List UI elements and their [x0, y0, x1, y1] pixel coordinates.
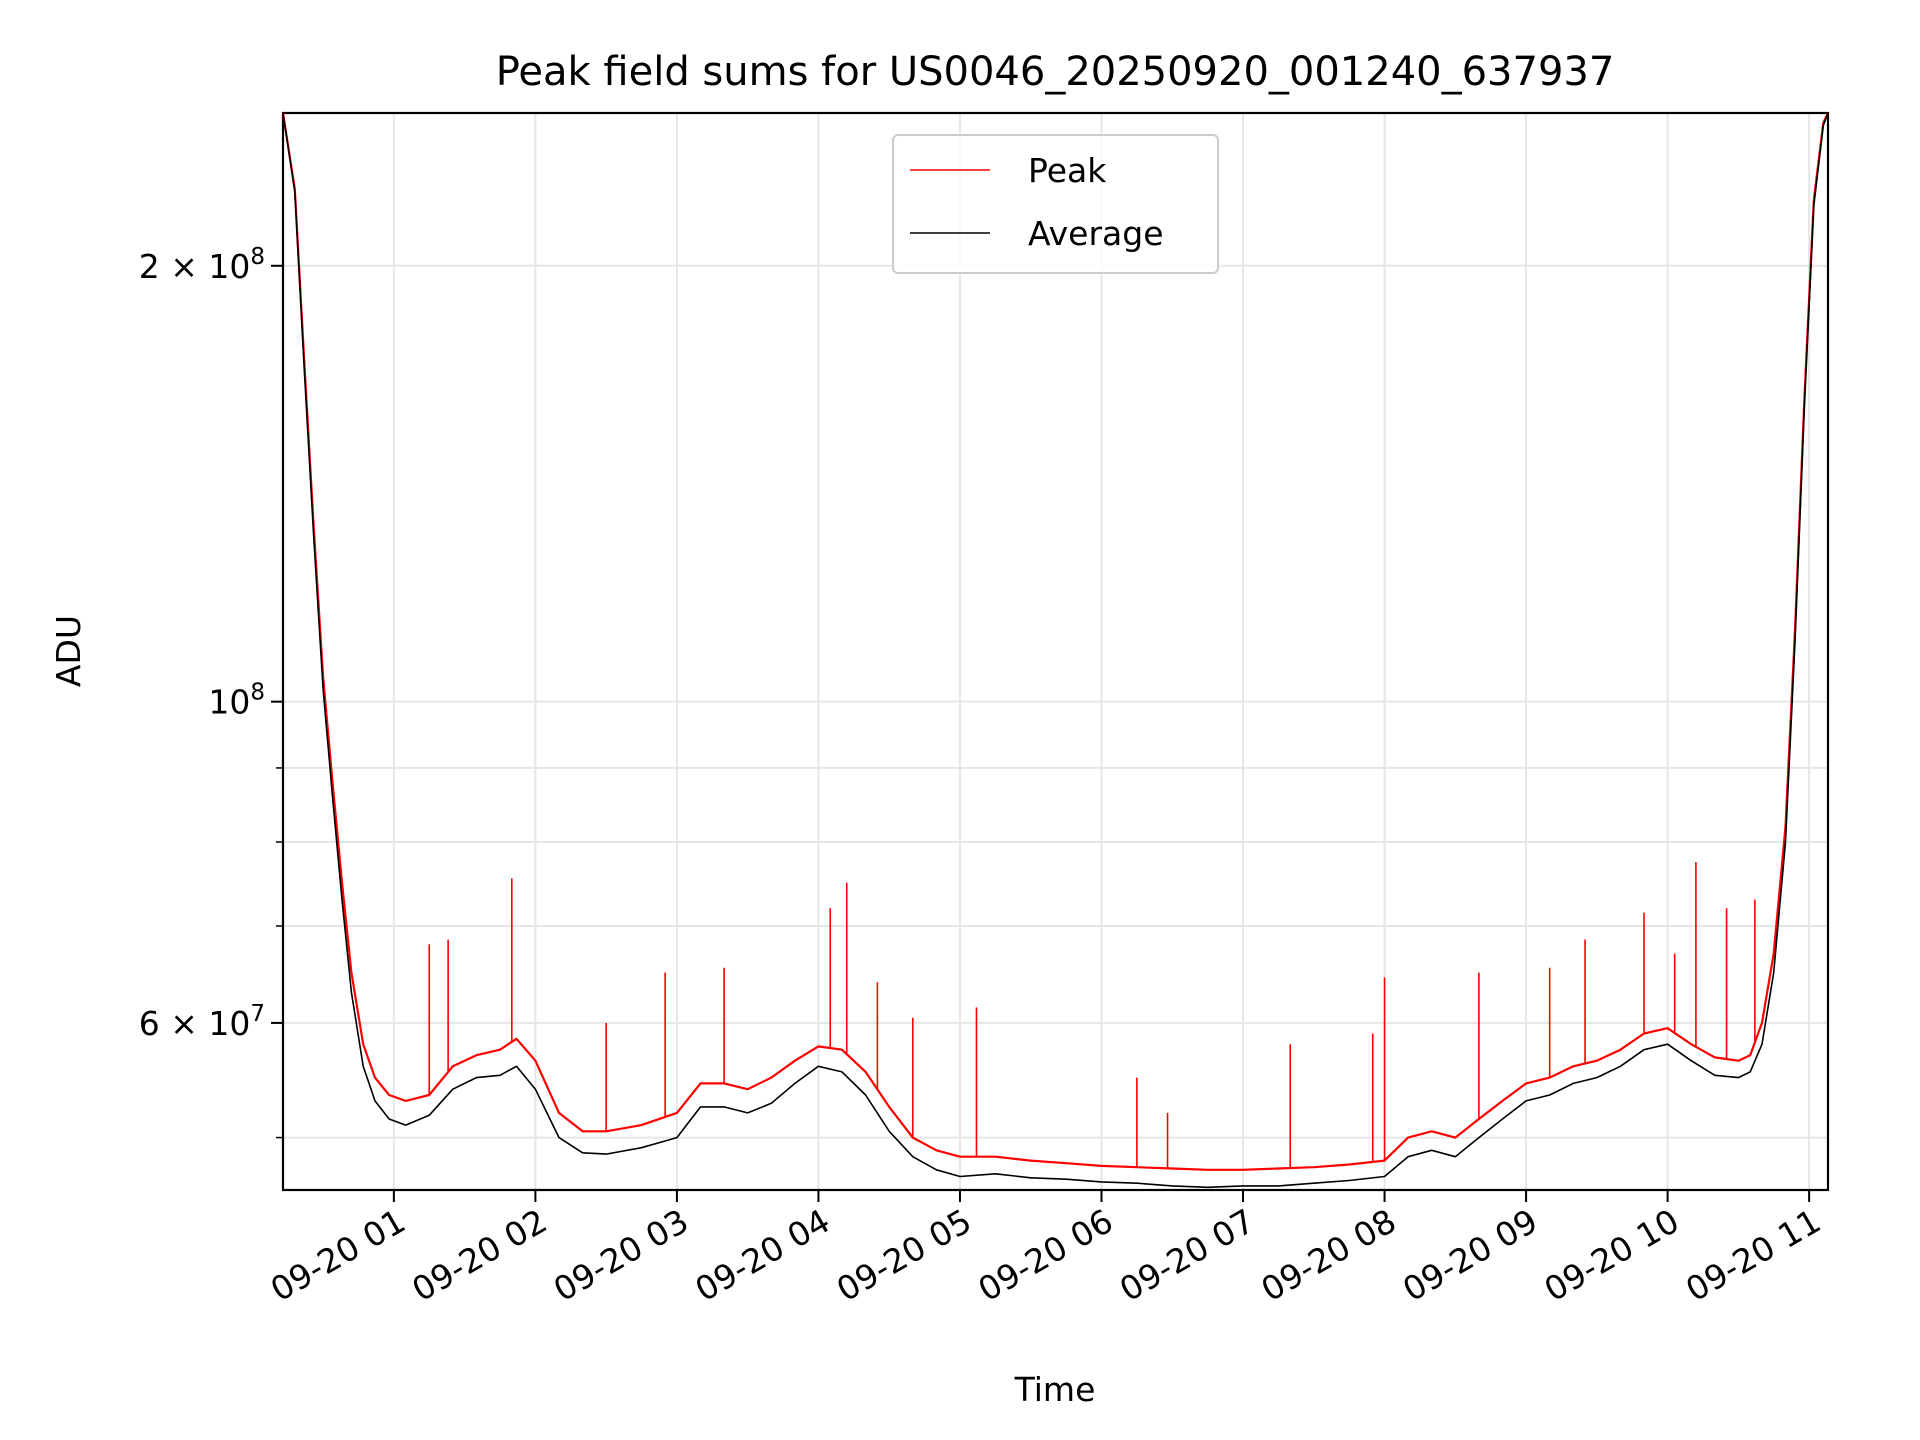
x-tick-label: 09-20 04: [688, 1201, 836, 1309]
y-axis-label: ADU: [49, 615, 88, 687]
grid: [283, 113, 1828, 1190]
y-tick-label: 2 × 108: [139, 244, 265, 286]
y-tick-label: 6 × 107: [139, 1001, 265, 1043]
x-tick-label: 09-20 09: [1396, 1201, 1544, 1309]
chart-title: Peak field sums for US0046_20250920_0012…: [496, 49, 1615, 95]
x-axis-label: Time: [1014, 1370, 1096, 1409]
series-line-average: [282, 112, 1829, 1189]
legend-label-peak: Peak: [1028, 151, 1107, 190]
x-tick-label: 09-20 10: [1538, 1201, 1686, 1309]
x-tick-label: 09-20 05: [830, 1201, 978, 1309]
x-tick-label: 09-20 01: [264, 1201, 412, 1309]
series-layer: [281, 112, 1829, 1189]
legend-label-average: Average: [1028, 214, 1164, 253]
series-line-peak: [281, 112, 1829, 1171]
x-tick-label: 09-20 02: [405, 1201, 553, 1309]
plot-frame: [281, 111, 1830, 1192]
x-tick-label: 09-20 11: [1679, 1201, 1827, 1309]
y-tick-label: 108: [208, 680, 265, 722]
legend: Peak Average: [892, 134, 1219, 274]
x-tick-label: 09-20 06: [971, 1201, 1119, 1309]
x-tick-label: 09-20 07: [1113, 1201, 1261, 1309]
x-tick-label: 09-20 03: [547, 1201, 695, 1309]
x-tick-label: 09-20 08: [1255, 1201, 1403, 1309]
